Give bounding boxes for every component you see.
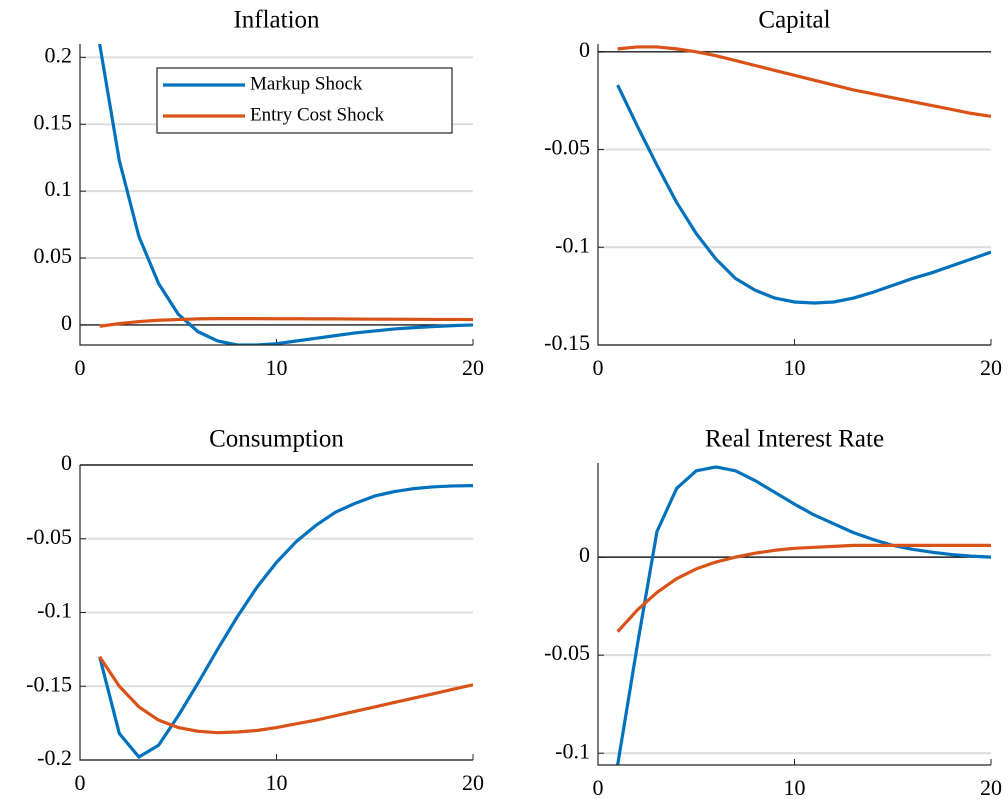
legend-label: Entry Cost Shock (250, 104, 385, 125)
subplot: Real Interest Rate -0.1 -0.05 0 0 10 20 (544, 426, 1002, 799)
x-tick-label: 10 (784, 355, 806, 380)
y-tick-label: 0.05 (34, 243, 73, 268)
subplot: Capital -0.15 -0.1 -0.05 0 0 10 20 (544, 7, 1002, 380)
x-tick-label: 0 (593, 775, 604, 799)
subplot-title: Capital (758, 7, 830, 34)
series-line (616, 543, 991, 633)
x-tick-label: 0 (593, 355, 604, 380)
legend-label: Markup Shock (250, 73, 363, 94)
y-tick-label: -0.1 (37, 598, 72, 623)
series-line (98, 484, 473, 759)
y-tick-label: -0.05 (544, 135, 590, 160)
x-tick-label: 10 (784, 775, 806, 799)
y-tick-label: -0.1 (555, 738, 590, 763)
subplot-title: Consumption (209, 426, 344, 453)
subplot: Inflation 0 0.05 0.1 0.15 0.2 0 10 20 Markup Shoc… (34, 7, 485, 380)
y-tick-label: 0 (61, 450, 72, 475)
series-line (98, 44, 473, 345)
y-tick-label: 0.2 (45, 42, 73, 67)
series-line (99, 317, 473, 328)
y-tick-label: -0.15 (544, 330, 590, 355)
legend-box (156, 67, 453, 134)
y-tick-label: 0.1 (45, 176, 73, 201)
x-tick-label: 20 (462, 770, 484, 795)
y-tick-label: -0.05 (544, 640, 590, 665)
y-tick-label: 0 (61, 310, 72, 335)
y-tick-label: 0 (579, 37, 590, 62)
series-line (616, 465, 991, 765)
y-tick-label: 0.15 (34, 109, 73, 134)
axis-spine (79, 465, 473, 761)
subplot: Consumption -0.2 -0.15 -0.1 -0.05 0 0 10 20 (26, 426, 484, 795)
axis-spine (597, 463, 991, 766)
x-tick-label: 0 (75, 355, 86, 380)
x-tick-label: 0 (75, 770, 86, 795)
y-tick-label: -0.1 (555, 232, 590, 257)
x-tick-label: 10 (266, 770, 288, 795)
x-tick-label: 20 (980, 775, 1002, 799)
legend: Markup Shock Entry Cost Shock (156, 67, 453, 134)
x-tick-label: 20 (980, 355, 1002, 380)
axis-spine (79, 44, 473, 346)
subplot-title: Real Interest Rate (705, 426, 884, 453)
y-tick-label: -0.05 (26, 524, 72, 549)
y-tick-label: -0.2 (37, 745, 72, 770)
x-tick-label: 10 (266, 355, 288, 380)
axis-spine (597, 44, 991, 346)
y-tick-label: -0.15 (26, 671, 72, 696)
x-tick-label: 20 (462, 355, 484, 380)
series-line (98, 655, 473, 735)
subplot-title: Inflation (233, 7, 320, 34)
series-line (616, 84, 991, 305)
y-tick-label: 0 (579, 542, 590, 567)
series-line (617, 45, 991, 118)
